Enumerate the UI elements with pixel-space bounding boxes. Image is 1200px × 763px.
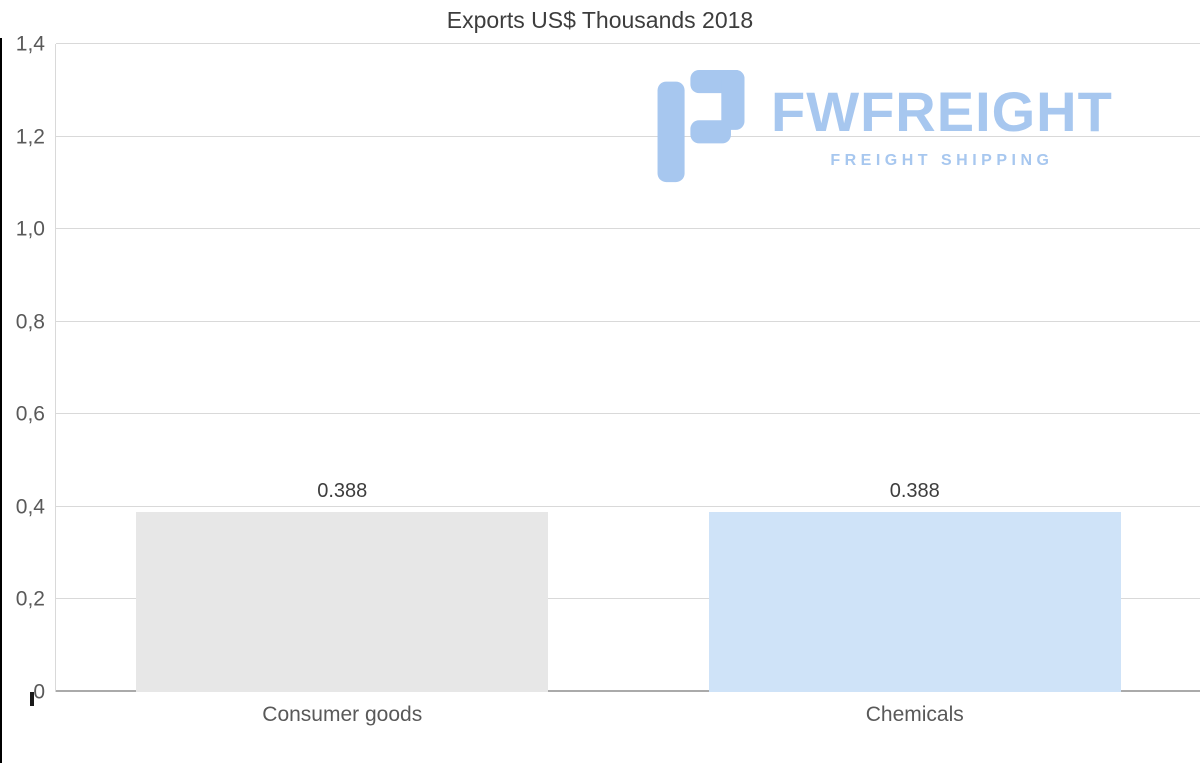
brand-watermark: FWFREIGHT FREIGHT SHIPPING [654, 70, 1113, 184]
x-axis-category-label: Chemicals [865, 703, 964, 726]
gridline [56, 43, 1200, 44]
gridline [56, 598, 1200, 600]
y-axis-tick-label: 0,2 [15, 587, 45, 611]
gridline [56, 320, 1200, 322]
bar-value-label: 0.388 [317, 480, 368, 503]
plot-area: FWFREIGHT FREIGHT SHIPPING 0 0,2 0,4 0,6 0,8… [16, 34, 1200, 726]
axis-origin-tick [30, 692, 34, 706]
y-axis-tick-label: 0,6 [15, 402, 45, 426]
gridline [56, 505, 1200, 507]
bar [708, 512, 1121, 692]
x-axis-category-label: Consumer goods [262, 703, 423, 726]
x-axis-baseline [56, 690, 1200, 692]
y-axis-tick-label: 1,2 [15, 125, 45, 149]
bar [136, 512, 549, 692]
logo-text: FWFREIGHT FREIGHT SHIPPING [771, 70, 1113, 170]
y-axis-tick-label: 1,4 [15, 32, 45, 56]
gridline [56, 413, 1200, 415]
y-axis-tick-label: 1,0 [15, 217, 45, 241]
gridline [56, 228, 1200, 230]
bar-slot: 0.388 Consumer goods [56, 44, 629, 726]
gridline [56, 135, 1200, 137]
y-axis-tick-label: 0,8 [15, 310, 45, 334]
bar-series: 0.388 Consumer goods 0.388 Chemicals [56, 44, 1200, 726]
brand-tagline: FREIGHT SHIPPING [830, 152, 1054, 169]
bar-value-label: 0.388 [889, 480, 940, 503]
left-edge-line [0, 38, 2, 763]
bar-slot: 0.388 Chemicals [629, 44, 1200, 726]
y-axis-tick-label: 0 [33, 680, 45, 704]
chart-title: Exports US$ Thousands 2018 [446, 7, 754, 33]
brand-name: FWFREIGHT [771, 80, 1113, 143]
y-axis-tick-label: 0,4 [15, 495, 45, 519]
fwfreight-logo-icon [657, 70, 745, 183]
